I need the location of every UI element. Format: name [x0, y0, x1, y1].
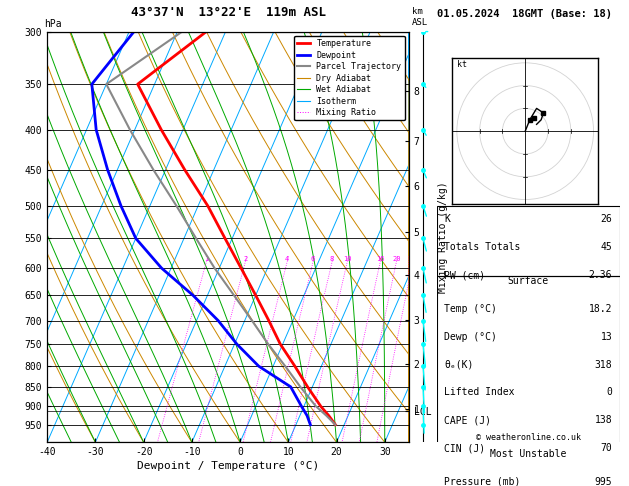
Text: θₑ(K): θₑ(K)	[445, 360, 474, 369]
Text: 0: 0	[606, 387, 612, 398]
Text: 138: 138	[594, 416, 612, 425]
Text: 45: 45	[601, 242, 612, 252]
Text: 70: 70	[601, 443, 612, 453]
Text: kt: kt	[457, 60, 467, 69]
Text: 16: 16	[376, 256, 384, 262]
Text: 8: 8	[330, 256, 334, 262]
Text: 20: 20	[392, 256, 401, 262]
Text: 10: 10	[343, 256, 352, 262]
Text: 6: 6	[311, 256, 315, 262]
Text: 318: 318	[594, 360, 612, 369]
Text: Pressure (mb): Pressure (mb)	[445, 477, 521, 486]
Text: 13: 13	[601, 331, 612, 342]
Text: 995: 995	[594, 477, 612, 486]
Bar	[437, 449, 620, 486]
Text: CAPE (J): CAPE (J)	[445, 416, 491, 425]
Bar	[437, 206, 620, 276]
Bar	[437, 276, 620, 449]
Text: Most Unstable: Most Unstable	[490, 449, 567, 459]
Text: K: K	[445, 214, 450, 225]
Text: 2.36: 2.36	[589, 270, 612, 280]
Text: 26: 26	[601, 214, 612, 225]
Text: 4: 4	[285, 256, 289, 262]
Legend: Temperature, Dewpoint, Parcel Trajectory, Dry Adiabat, Wet Adiabat, Isotherm, Mi: Temperature, Dewpoint, Parcel Trajectory…	[294, 36, 404, 121]
Text: Dewp (°C): Dewp (°C)	[445, 331, 498, 342]
Text: 01.05.2024  18GMT (Base: 18): 01.05.2024 18GMT (Base: 18)	[437, 9, 612, 19]
X-axis label: Dewpoint / Temperature (°C): Dewpoint / Temperature (°C)	[137, 461, 319, 471]
Text: Temp (°C): Temp (°C)	[445, 304, 498, 313]
Text: © weatheronline.co.uk: © weatheronline.co.uk	[476, 433, 581, 442]
Text: PW (cm): PW (cm)	[445, 270, 486, 280]
Text: km
ASL: km ASL	[412, 7, 428, 27]
Text: Surface: Surface	[508, 276, 549, 286]
Text: 2: 2	[243, 256, 247, 262]
Text: 18.2: 18.2	[589, 304, 612, 313]
Text: Lifted Index: Lifted Index	[445, 387, 515, 398]
Text: hPa: hPa	[44, 19, 62, 29]
Text: 43°37'N  13°22'E  119m ASL: 43°37'N 13°22'E 119m ASL	[130, 6, 326, 19]
Y-axis label: Mixing Ratio (g/kg): Mixing Ratio (g/kg)	[438, 181, 448, 293]
Text: 1: 1	[204, 256, 208, 262]
Text: CIN (J): CIN (J)	[445, 443, 486, 453]
Text: Totals Totals: Totals Totals	[445, 242, 521, 252]
